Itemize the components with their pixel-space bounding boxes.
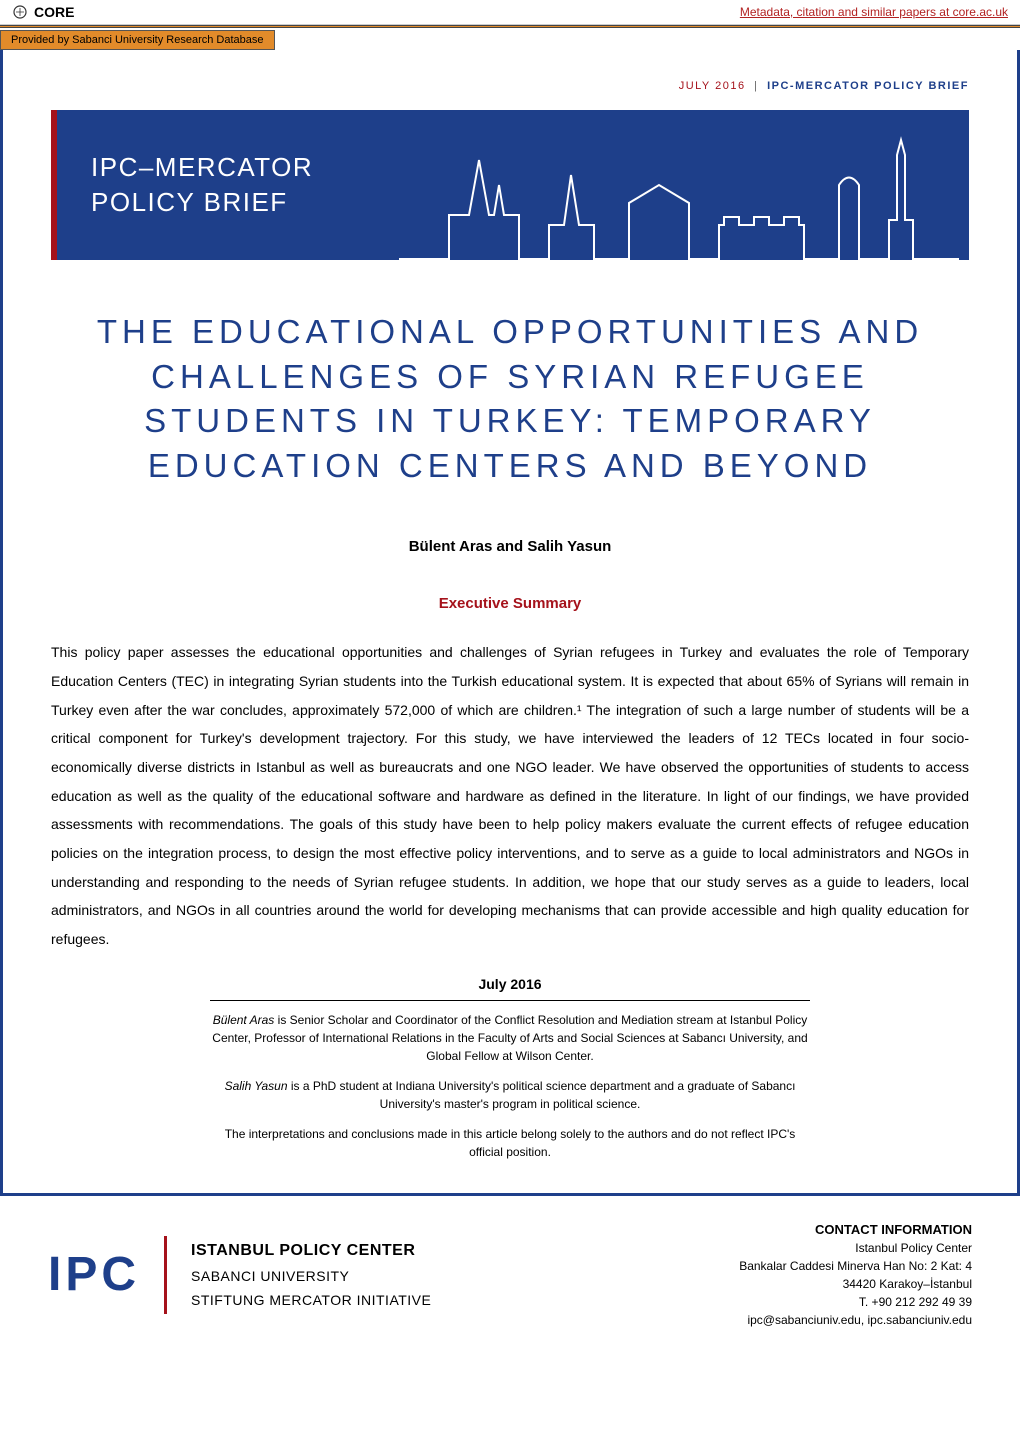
bio-1: Bülent Aras is Senior Scholar and Coordi… xyxy=(210,1011,810,1065)
contact-line-2: Bankalar Caddesi Minerva Han No: 2 Kat: … xyxy=(739,1257,972,1275)
footer-inst-3: STIFTUNG MERCATOR INITIATIVE xyxy=(191,1292,431,1308)
footer-inst-2: SABANCI UNIVERSITY xyxy=(191,1268,431,1284)
contact-line-5: ipc@sabanciuniv.edu, ipc.sabanciuniv.edu xyxy=(739,1311,972,1329)
core-brand: CORE xyxy=(12,4,74,20)
footer-inst-1: ISTANBUL POLICY CENTER xyxy=(191,1242,431,1260)
executive-summary-label: Executive Summary xyxy=(51,595,969,612)
core-brand-text: CORE xyxy=(34,4,74,20)
repository-topbar: CORE Metadata, citation and similar pape… xyxy=(0,0,1020,25)
bio-2-name: Salih Yasun xyxy=(225,1079,288,1093)
core-metadata-link[interactable]: Metadata, citation and similar papers at… xyxy=(740,5,1008,19)
core-icon xyxy=(12,4,28,20)
banner-line1: IPC–MERCATOR xyxy=(91,150,313,185)
footer-contact: CONTACT INFORMATION Istanbul Policy Cent… xyxy=(739,1220,972,1330)
page-footer: IPC ISTANBUL POLICY CENTER SABANCI UNIVE… xyxy=(0,1196,1020,1360)
contact-line-1: Istanbul Policy Center xyxy=(739,1239,972,1257)
contact-title: CONTACT INFORMATION xyxy=(739,1220,972,1240)
header-date: JULY 2016 xyxy=(679,80,746,92)
bio-2: Salih Yasun is a PhD student at Indiana … xyxy=(210,1077,810,1113)
publication-date: July 2016 xyxy=(51,976,969,992)
bio-1-text: is Senior Scholar and Coordinator of the… xyxy=(212,1013,807,1063)
contact-line-4: T. +90 212 292 49 39 xyxy=(739,1293,972,1311)
executive-summary-text: This policy paper assesses the education… xyxy=(51,638,969,954)
banner-line2: POLICY BRIEF xyxy=(91,185,313,220)
contact-line-3: 34420 Karakoy–İstanbul xyxy=(739,1275,972,1293)
document-title: THE EDUCATIONAL OPPORTUNITIES AND CHALLE… xyxy=(61,310,959,488)
footer-institutions: ISTANBUL POLICY CENTER SABANCI UNIVERSIT… xyxy=(191,1242,431,1308)
page-frame: JULY 2016 | IPC-MERCATOR POLICY BRIEF IP… xyxy=(0,50,1020,1196)
header-meta: JULY 2016 | IPC-MERCATOR POLICY BRIEF xyxy=(51,80,969,92)
bio-1-name: Bülent Aras xyxy=(213,1013,275,1027)
skyline-icon xyxy=(399,125,959,260)
orange-divider xyxy=(0,25,1020,28)
provided-by-bar: Provided by Sabanci University Research … xyxy=(0,30,275,50)
authors: Bülent Aras and Salih Yasun xyxy=(51,538,969,555)
disclaimer: The interpretations and conclusions made… xyxy=(210,1125,810,1161)
header-separator: | xyxy=(754,80,758,92)
footer-divider xyxy=(164,1236,167,1314)
author-bios: Bülent Aras is Senior Scholar and Coordi… xyxy=(210,1000,810,1161)
bio-2-text: is a PhD student at Indiana University's… xyxy=(288,1079,796,1111)
ipc-logo: IPC xyxy=(48,1247,140,1302)
banner-title: IPC–MERCATOR POLICY BRIEF xyxy=(57,150,313,220)
header-series: IPC-MERCATOR POLICY BRIEF xyxy=(767,80,969,92)
title-banner: IPC–MERCATOR POLICY BRIEF xyxy=(51,110,969,260)
